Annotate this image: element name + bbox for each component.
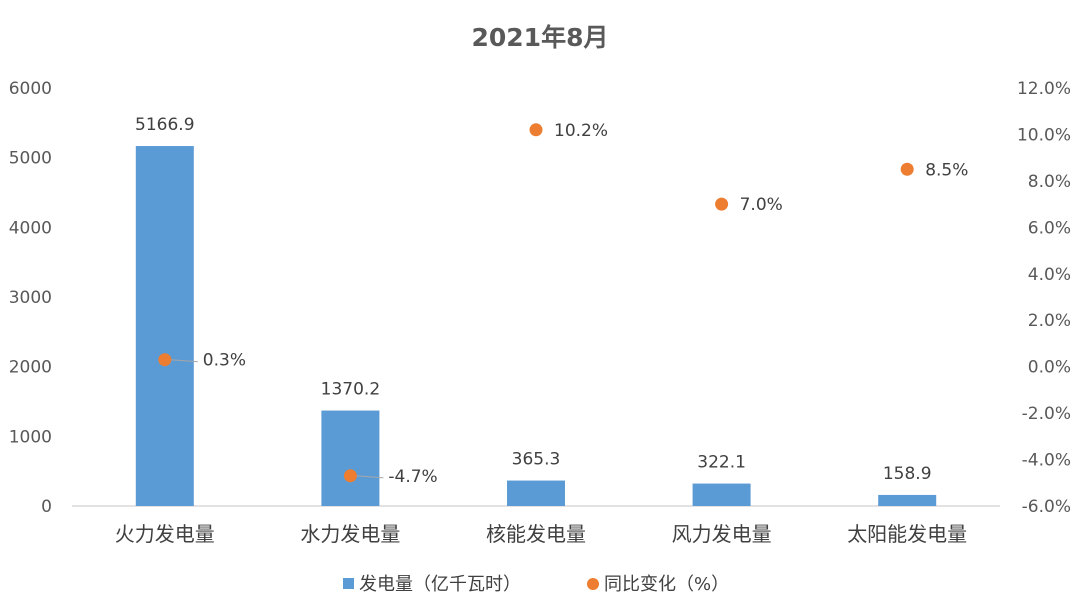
point-value-label: 7.0% [740, 195, 783, 215]
leader-lines [170, 359, 384, 479]
legend: 发电量（亿千瓦时） 同比变化（%） [343, 574, 729, 595]
bar [878, 494, 937, 506]
point-value-label: 8.5% [925, 160, 968, 180]
left-tick-label: 4000 [9, 218, 52, 238]
bar [135, 146, 194, 506]
left-tick-label: 2000 [9, 358, 52, 378]
right-tick-label: 12.0% [1017, 79, 1071, 99]
left-axis-ticks: 0 1000 2000 3000 4000 5000 6000 [9, 79, 52, 517]
left-tick-label: 3000 [9, 288, 52, 308]
bar [507, 480, 565, 506]
left-tick-label: 6000 [9, 79, 52, 99]
left-tick-label: 0 [41, 497, 52, 517]
point-value-label: 0.3% [203, 351, 246, 371]
category-label: 核能发电量 [486, 522, 586, 546]
bar-data-labels: 5166.9 1370.2 365.3 322.1 158.9 [135, 115, 931, 484]
right-axis-ticks: -6.0% -4.0% -2.0% 0.0% 2.0% 4.0% 6.0% 8.0% 10.0%… [1017, 79, 1071, 517]
legend-bar-label: 发电量（亿千瓦时） [359, 574, 521, 595]
bar-value-label: 322.1 [697, 453, 746, 473]
point-value-label: 10.2% [554, 121, 608, 141]
right-tick-label: 6.0% [1028, 218, 1071, 238]
legend-point-label: 同比变化（%） [604, 574, 729, 595]
data-point [715, 197, 729, 211]
legend-bar-swatch [343, 578, 354, 589]
right-tick-label: 4.0% [1028, 265, 1071, 285]
data-point [343, 469, 357, 483]
bar [321, 410, 380, 506]
left-tick-label: 5000 [9, 149, 52, 169]
right-tick-label: -6.0% [1022, 497, 1071, 517]
right-tick-label: 10.0% [1017, 125, 1071, 145]
data-point [900, 162, 914, 176]
right-tick-label: -2.0% [1022, 404, 1071, 424]
category-label: 太阳能发电量 [847, 522, 967, 546]
category-labels: 火力发电量 水力发电量 核能发电量 风力发电量 太阳能发电量 [115, 522, 967, 546]
bar-value-label: 158.9 [883, 464, 932, 484]
leader-line [356, 475, 384, 479]
chart-title: 2021年8月 [472, 23, 609, 52]
point-value-label: -4.7% [388, 467, 437, 487]
category-label: 水力发电量 [300, 522, 400, 546]
left-tick-label: 1000 [9, 427, 52, 447]
right-tick-label: 0.0% [1028, 358, 1071, 378]
category-label: 风力发电量 [672, 522, 772, 546]
point-data-labels: 0.3% -4.7% 10.2% 7.0% 8.5% [203, 121, 969, 487]
category-label: 火力发电量 [115, 522, 215, 546]
right-tick-label: -4.0% [1022, 451, 1071, 471]
bar-value-label: 5166.9 [135, 115, 194, 135]
point-series [158, 123, 914, 483]
right-tick-label: 2.0% [1028, 311, 1071, 331]
bar-value-label: 1370.2 [321, 380, 380, 400]
bar-series [135, 146, 937, 506]
bar [692, 483, 751, 506]
bar-value-label: 365.3 [512, 450, 561, 470]
data-point [529, 123, 543, 137]
data-point [158, 353, 172, 367]
leader-line [170, 359, 198, 363]
legend-point-swatch [587, 578, 599, 590]
right-tick-label: 8.0% [1028, 172, 1071, 192]
